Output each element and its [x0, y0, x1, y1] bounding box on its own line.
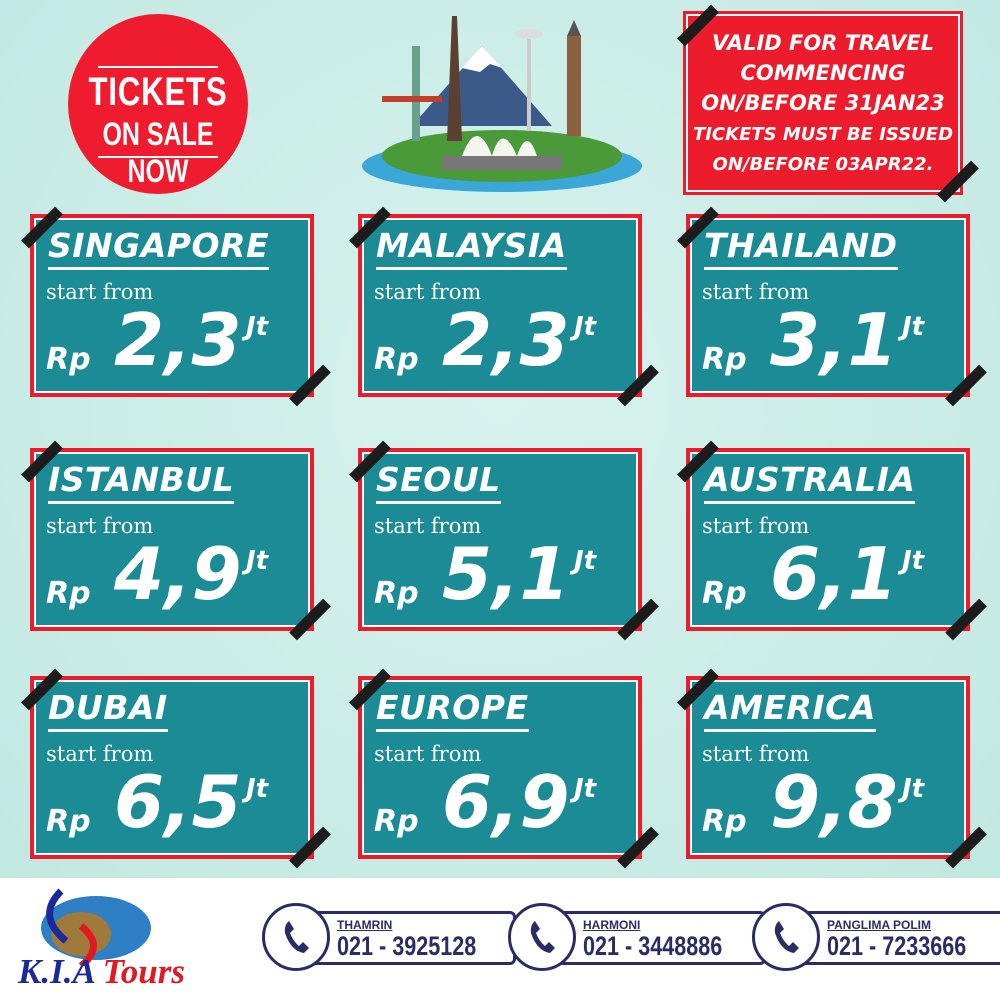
- currency: Rp: [46, 342, 91, 377]
- phone-icon: [262, 903, 330, 971]
- price: 9,8: [770, 760, 898, 844]
- destination-name: DUBAI: [48, 688, 168, 732]
- price: 2,3: [442, 298, 570, 382]
- price-unit: Jt: [902, 546, 925, 576]
- destination-card[interactable]: MALAYSIA start from Rp 2,3 Jt: [358, 214, 642, 397]
- currency: Rp: [702, 576, 747, 611]
- promo-line-1: TICKETS: [88, 70, 228, 114]
- currency: Rp: [374, 576, 419, 611]
- branch-name: HARMONI: [583, 918, 641, 932]
- validity-notice: VALID FOR TRAVEL COMMENCING ON/BEFORE 31…: [683, 11, 963, 195]
- contact-box: THAMRIN 021 - 3925128: [306, 911, 516, 965]
- start-from-label: start from: [374, 514, 482, 538]
- start-from-label: start from: [46, 742, 154, 766]
- validity-line-3: ON/BEFORE 31JAN23: [701, 91, 945, 115]
- destination-name: SINGAPORE: [48, 226, 269, 270]
- destination-card[interactable]: AMERICA start from Rp 9,8 Jt: [686, 676, 970, 859]
- footer: K.I.A Tours THAMRIN 021 - 3925128 HARMON…: [0, 878, 1000, 1000]
- destination-name: ISTANBUL: [48, 460, 235, 504]
- destination-card[interactable]: EUROPE start from Rp 6,9 Jt: [358, 676, 642, 859]
- price: 6,5: [114, 760, 242, 844]
- destination-name: AMERICA: [704, 688, 876, 732]
- start-from-label: start from: [702, 742, 810, 766]
- price: 5,1: [442, 532, 570, 616]
- branch-name: PANGLIMA POLIM: [827, 918, 931, 932]
- price-unit: Jt: [246, 546, 269, 576]
- price-unit: Jt: [574, 312, 597, 342]
- contact-box: HARMONI 021 - 3448886: [552, 911, 766, 965]
- price: 4,9: [114, 532, 242, 616]
- price-unit: Jt: [574, 774, 597, 804]
- price: 2,3: [114, 298, 242, 382]
- phone-icon: [752, 903, 820, 971]
- currency: Rp: [46, 804, 91, 839]
- divider: [98, 66, 218, 68]
- validity-line-4: TICKETS MUST BE ISSUED: [692, 124, 954, 145]
- price-unit: Jt: [246, 312, 269, 342]
- phone-number[interactable]: 021 - 3448886: [583, 931, 723, 961]
- globe-logo-icon: [41, 888, 151, 966]
- price-unit: Jt: [574, 546, 597, 576]
- start-from-label: start from: [702, 514, 810, 538]
- destination-name: EUROPE: [376, 688, 529, 732]
- phone-icon: [508, 903, 576, 971]
- destination-card[interactable]: AUSTRALIA start from Rp 6,1 Jt: [686, 448, 970, 631]
- price-unit: Jt: [246, 774, 269, 804]
- start-from-label: start from: [374, 280, 482, 304]
- currency: Rp: [46, 576, 91, 611]
- kia-tours-logo: K.I.A Tours: [18, 886, 238, 996]
- currency: Rp: [702, 342, 747, 377]
- logo-text: K.I.A Tours: [18, 952, 186, 991]
- price: 6,9: [442, 760, 570, 844]
- divider: [98, 156, 218, 158]
- destination-name: THAILAND: [704, 226, 898, 270]
- start-from-label: start from: [46, 280, 154, 304]
- contact-box: PANGLIMA POLIM 021 - 7233666: [796, 911, 1000, 965]
- destination-card[interactable]: DUBAI start from Rp 6,5 Jt: [30, 676, 314, 859]
- destination-card[interactable]: THAILAND start from Rp 3,1 Jt: [686, 214, 970, 397]
- destination-name: SEOUL: [376, 460, 501, 504]
- start-from-label: start from: [46, 514, 154, 538]
- price: 6,1: [770, 532, 898, 616]
- destination-name: MALAYSIA: [376, 226, 567, 270]
- world-landmarks-illustration: [362, 16, 642, 192]
- validity-line-1: VALID FOR TRAVEL: [712, 31, 934, 55]
- destination-card[interactable]: SINGAPORE start from Rp 2,3 Jt: [30, 214, 314, 397]
- price-unit: Jt: [902, 312, 925, 342]
- price-unit: Jt: [902, 774, 925, 804]
- branch-name: THAMRIN: [337, 918, 393, 932]
- currency: Rp: [374, 342, 419, 377]
- validity-line-2: COMMENCING: [740, 61, 906, 85]
- currency: Rp: [702, 804, 747, 839]
- promo-line-2: ON SALE NOW: [102, 116, 214, 189]
- currency: Rp: [374, 804, 419, 839]
- phone-number[interactable]: 021 - 7233666: [827, 931, 967, 961]
- validity-line-5: ON/BEFORE 03APR22.: [712, 154, 934, 175]
- phone-number[interactable]: 021 - 3925128: [337, 931, 477, 961]
- destination-card[interactable]: ISTANBUL start from Rp 4,9 Jt: [30, 448, 314, 631]
- start-from-label: start from: [702, 280, 810, 304]
- tickets-on-sale-badge: TICKETS ON SALE NOW: [68, 14, 248, 194]
- destination-name: AUSTRALIA: [704, 460, 916, 504]
- price: 3,1: [770, 298, 898, 382]
- start-from-label: start from: [374, 742, 482, 766]
- destination-card[interactable]: SEOUL start from Rp 5,1 Jt: [358, 448, 642, 631]
